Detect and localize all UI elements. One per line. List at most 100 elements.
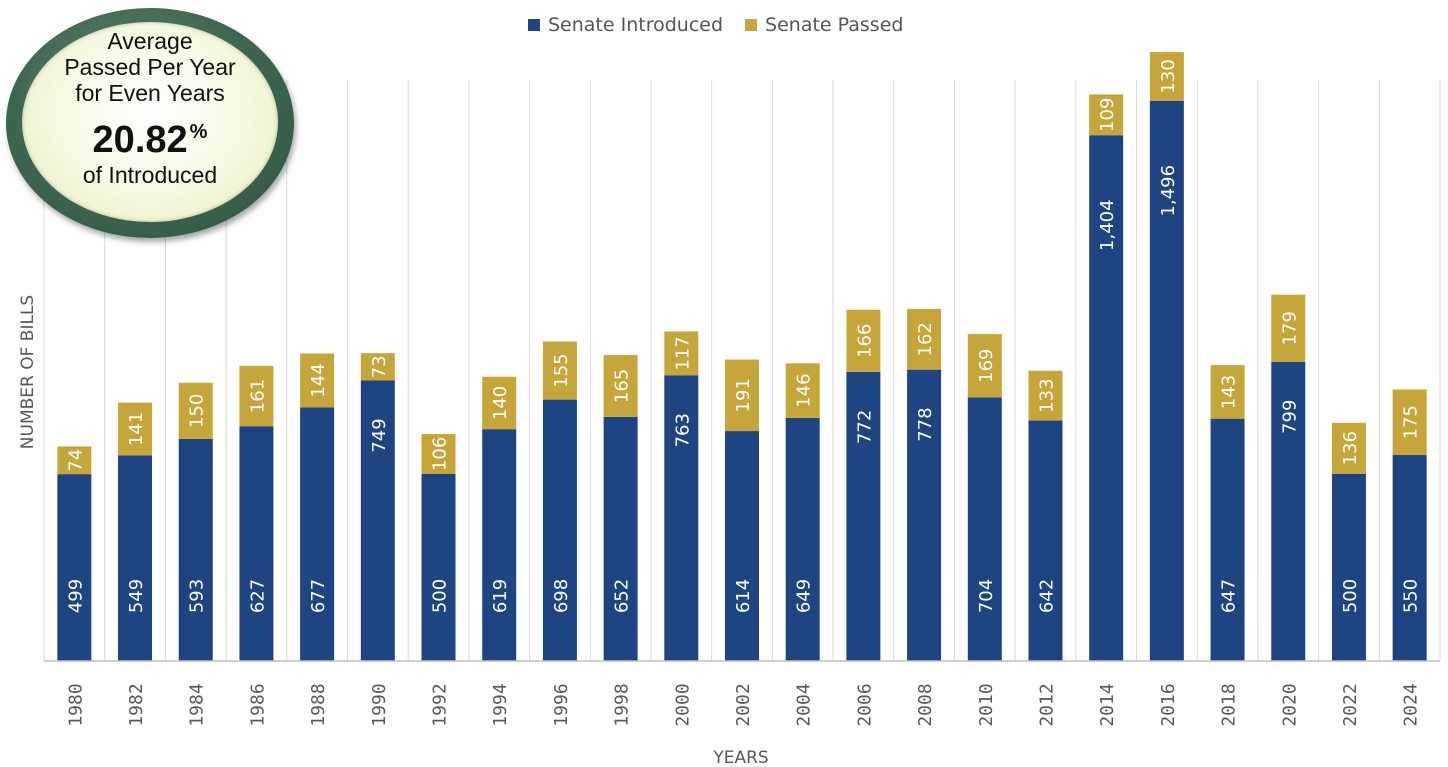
data-label-passed-2008: 162 xyxy=(915,322,936,356)
data-label-introduced-2014: 1,404 xyxy=(1097,199,1118,251)
x-tick-label-2024: 2024 xyxy=(1401,683,1422,726)
x-tick-label-2002: 2002 xyxy=(733,683,754,726)
data-label-passed-2014: 109 xyxy=(1097,98,1118,132)
data-label-introduced-2010: 704 xyxy=(976,579,997,613)
data-label-introduced-1986: 627 xyxy=(247,579,268,613)
data-label-passed-1994: 140 xyxy=(490,386,511,420)
bar-introduced-1988 xyxy=(300,407,335,661)
data-label-passed-1980: 74 xyxy=(65,449,86,472)
legend-swatch-introduced xyxy=(528,19,540,31)
badge-line-1: Average xyxy=(107,28,193,54)
data-label-introduced-1998: 652 xyxy=(612,579,633,613)
badge-value: 20.82 xyxy=(92,119,188,161)
badge-percentage: 20.82% xyxy=(22,110,278,162)
bar-introduced-1994 xyxy=(482,429,517,661)
data-label-passed-2022: 136 xyxy=(1340,431,1361,465)
bar-introduced-2000 xyxy=(664,375,699,661)
bar-introduced-2014 xyxy=(1089,135,1124,661)
data-label-passed-1998: 165 xyxy=(612,369,633,403)
data-label-passed-1982: 141 xyxy=(126,412,147,446)
data-label-passed-2000: 117 xyxy=(672,336,693,370)
bar-passed-1996 xyxy=(542,341,577,400)
data-label-passed-1996: 155 xyxy=(551,353,572,387)
bar-introduced-2002 xyxy=(725,431,759,661)
data-label-introduced-2016: 1,496 xyxy=(1158,165,1179,217)
data-label-passed-1988: 144 xyxy=(308,363,329,397)
data-label-introduced-2006: 772 xyxy=(854,410,875,444)
data-label-passed-2018: 143 xyxy=(1219,375,1240,409)
bar-introduced-1998 xyxy=(603,416,638,661)
legend-label-passed: Senate Passed xyxy=(765,14,904,36)
x-tick-label-2016: 2016 xyxy=(1158,683,1179,726)
data-label-passed-1992: 106 xyxy=(430,437,451,471)
bar-passed-1998 xyxy=(603,355,638,417)
bar-passed-1988 xyxy=(300,353,335,408)
bar-passed-2016 xyxy=(1149,52,1184,101)
bar-introduced-1980 xyxy=(57,474,92,661)
bar-introduced-1996 xyxy=(542,399,577,661)
data-label-passed-2006: 166 xyxy=(854,324,875,358)
data-label-introduced-1994: 619 xyxy=(490,579,511,613)
x-tick-label-2000: 2000 xyxy=(672,683,693,726)
bar-introduced-1990 xyxy=(360,380,395,661)
legend-item-introduced: Senate Introduced xyxy=(528,14,723,36)
data-label-passed-1990: 73 xyxy=(369,355,390,378)
data-label-passed-2020: 179 xyxy=(1279,311,1300,345)
bar-introduced-2024 xyxy=(1392,455,1427,661)
bar-passed-2012 xyxy=(1028,370,1063,421)
x-tick-label-1992: 1992 xyxy=(430,683,451,726)
badge-line-3: for Even Years xyxy=(75,80,225,106)
data-label-introduced-1984: 593 xyxy=(187,579,208,613)
bar-passed-2002 xyxy=(725,359,759,432)
y-axis-title: NUMBER OF BILLS xyxy=(18,295,38,449)
badge-text: Average Passed Per Year for Even Years 2… xyxy=(22,28,278,188)
bars: 499 74 549 141 593 150 627 161 677 144 749 73 500 106… xyxy=(57,52,1427,662)
x-tick-label-1986: 1986 xyxy=(247,683,268,726)
data-label-introduced-2004: 649 xyxy=(794,579,815,613)
x-tick-label-2010: 2010 xyxy=(976,683,997,726)
data-label-introduced-2018: 647 xyxy=(1219,579,1240,613)
bar-passed-1980 xyxy=(57,446,92,475)
bar-introduced-2020 xyxy=(1271,361,1306,661)
average-badge: Average Passed Per Year for Even Years 2… xyxy=(6,8,296,240)
bar-passed-1984 xyxy=(178,382,213,439)
badge-line-4: of Introduced xyxy=(82,162,218,188)
x-tick-labels: 1980 1982 1984 1986 1988 1990 1992 1994 1996 1998… xyxy=(65,683,1421,726)
x-tick-label-1980: 1980 xyxy=(65,683,86,726)
data-label-introduced-2000: 763 xyxy=(672,413,693,447)
bar-passed-2004 xyxy=(785,363,820,418)
bar-passed-1986 xyxy=(239,365,274,427)
data-label-introduced-1992: 500 xyxy=(430,579,451,613)
legend-swatch-passed xyxy=(745,19,758,31)
bar-introduced-2012 xyxy=(1028,420,1063,661)
x-tick-label-1998: 1998 xyxy=(612,683,633,726)
data-label-introduced-2022: 500 xyxy=(1340,579,1361,613)
badge-line-2: Passed Per Year xyxy=(64,54,236,80)
badge-face xyxy=(22,22,278,222)
bar-passed-1992 xyxy=(421,434,456,474)
bar-introduced-2006 xyxy=(846,371,881,661)
bar-passed-1982 xyxy=(118,402,153,456)
data-label-introduced-1996: 698 xyxy=(551,579,572,613)
bar-introduced-2010 xyxy=(967,397,1002,661)
data-label-passed-2012: 133 xyxy=(1036,378,1057,412)
bar-introduced-2004 xyxy=(785,417,820,661)
x-tick-label-2020: 2020 xyxy=(1279,683,1300,726)
data-label-introduced-2020: 799 xyxy=(1279,400,1300,434)
bar-passed-2006 xyxy=(846,309,881,372)
bar-introduced-1984 xyxy=(178,438,213,661)
x-tick-label-2012: 2012 xyxy=(1036,683,1057,726)
bar-passed-2024 xyxy=(1392,389,1427,456)
bar-passed-2008 xyxy=(907,308,942,370)
data-label-introduced-1988: 677 xyxy=(308,579,329,613)
data-label-passed-2016: 130 xyxy=(1158,59,1179,93)
data-label-passed-1984: 150 xyxy=(187,394,208,428)
x-tick-label-1988: 1988 xyxy=(308,683,329,726)
x-tick-label-2022: 2022 xyxy=(1340,683,1361,726)
x-tick-label-1994: 1994 xyxy=(490,683,511,726)
data-label-introduced-1990: 749 xyxy=(369,418,390,452)
data-label-passed-2004: 146 xyxy=(794,373,815,407)
legend-item-passed: Senate Passed xyxy=(745,14,903,36)
legend: Senate Introduced Senate Passed xyxy=(528,14,925,36)
x-axis-title: YEARS xyxy=(712,748,768,767)
